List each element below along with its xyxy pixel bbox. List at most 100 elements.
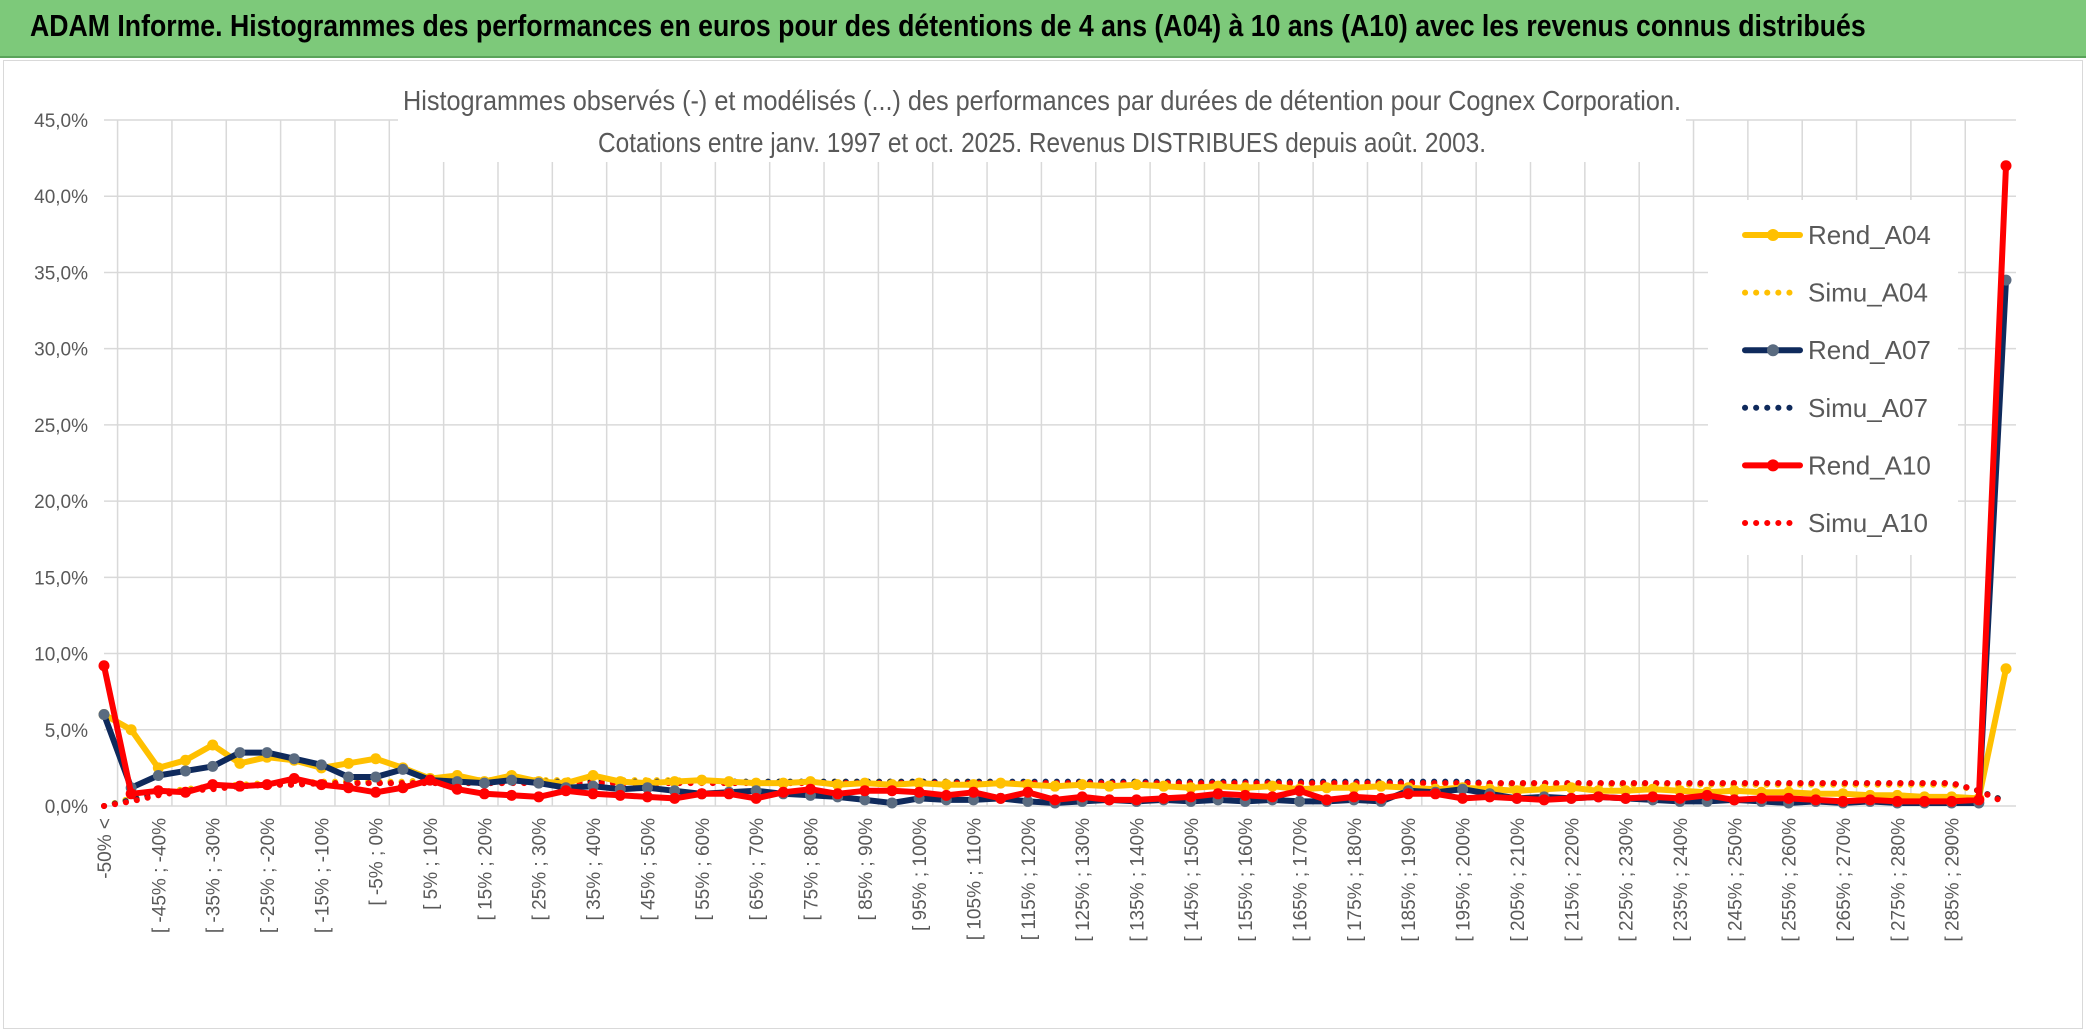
point-rend_a04: [1049, 780, 1061, 792]
point-rend_a10: [1511, 792, 1523, 804]
point-rend_a10: [1728, 794, 1740, 806]
page-title: ADAM Informe. Histogrammes des performan…: [30, 8, 1866, 43]
point-rend_a10: [859, 785, 871, 797]
point-rend_a04: [995, 777, 1007, 789]
point-rend_a07: [451, 776, 463, 788]
point-rend_a10: [804, 783, 816, 795]
point-rend_a04: [1321, 782, 1333, 794]
point-rend_a04: [1131, 779, 1143, 791]
point-rend_a10: [1131, 794, 1143, 806]
point-rend_a07: [859, 794, 871, 806]
point-rend_a07: [1022, 795, 1034, 807]
point-rend_a10: [506, 789, 518, 801]
point-rend_a04: [125, 724, 137, 736]
point-rend_a10: [832, 788, 844, 800]
x-tick-label: [ 155% ; 160%: [1236, 818, 1257, 942]
point-rend_a10: [152, 785, 164, 797]
point-rend_a07: [370, 771, 382, 783]
point-rend_a10: [1538, 794, 1550, 806]
x-tick-label: [ 45% ; 50%: [638, 818, 659, 921]
legend-label-simu_a07: Simu_A07: [1808, 393, 1928, 423]
point-rend_a10: [180, 786, 192, 798]
point-rend_a10: [1321, 794, 1333, 806]
point-rend_a04: [2000, 663, 2012, 675]
point-rend_a04: [1185, 782, 1197, 794]
point-rend_a10: [1810, 794, 1822, 806]
x-tick-label: [ 115% ; 120%: [1019, 818, 1040, 940]
point-rend_a04: [1212, 780, 1224, 792]
x-tick-label: [ -35% ; -30%: [204, 818, 225, 933]
point-rend_a10: [995, 792, 1007, 804]
point-rend_a04: [723, 776, 735, 788]
x-tick-label: [ 195% ; 200%: [1454, 818, 1475, 942]
point-rend_a07: [750, 785, 762, 797]
point-rend_a10: [125, 788, 137, 800]
x-tick-label: [ 265% ; 270%: [1834, 818, 1855, 942]
point-rend_a10: [1185, 791, 1197, 803]
point-rend_a10: [641, 791, 653, 803]
point-rend_a04: [1375, 780, 1387, 792]
point-rend_a10: [1402, 788, 1414, 800]
point-rend_a10: [397, 782, 409, 794]
point-rend_a04: [1022, 779, 1034, 791]
point-rend_a07: [1457, 783, 1469, 795]
legend-bg: [1708, 200, 1958, 555]
point-rend_a04: [1674, 785, 1686, 797]
point-rend_a07: [506, 774, 518, 786]
point-rend_a04: [614, 776, 626, 788]
point-rend_a10: [1755, 792, 1767, 804]
point-rend_a10: [343, 782, 355, 794]
point-rend_a10: [777, 786, 789, 798]
x-tick-label: [ 215% ; 220%: [1562, 818, 1583, 942]
x-tick-label: [ -25% ; -20%: [258, 818, 279, 933]
point-rend_a10: [1891, 795, 1903, 807]
chart-title-line1: Histogrammes observés (-) et modélisés (…: [403, 85, 1681, 116]
point-rend_a07: [587, 780, 599, 792]
point-rend_a04: [1158, 780, 1170, 792]
x-tick-label: [ 205% ; 210%: [1508, 818, 1529, 942]
point-rend_a10: [207, 779, 219, 791]
point-rend_a04: [967, 779, 979, 791]
y-tick-label: 5,0%: [45, 721, 88, 742]
point-rend_a10: [1674, 792, 1686, 804]
x-tick-label: [ 85% ; 90%: [856, 818, 877, 921]
x-tick-label: [ -15% ; -10%: [312, 818, 333, 933]
point-rend_a07: [315, 759, 327, 771]
point-rend_a04: [1266, 780, 1278, 792]
point-rend_a07: [886, 797, 898, 809]
point-rend_a10: [1783, 792, 1795, 804]
x-tick-label: [ 175% ; 180%: [1345, 818, 1366, 942]
point-rend_a10: [1592, 791, 1604, 803]
x-tick-label: [ 35% ; 40%: [584, 818, 605, 921]
point-rend_a07: [98, 709, 110, 721]
x-tick-label: [ 185% ; 190%: [1399, 818, 1420, 942]
legend-label-rend_a10: Rend_A10: [1808, 450, 1931, 480]
legend-marker-rend_a04: [1767, 229, 1779, 241]
point-rend_a10: [533, 791, 545, 803]
point-rend_a10: [587, 788, 599, 800]
y-tick-label: 15,0%: [34, 568, 88, 589]
point-rend_a07: [261, 747, 273, 759]
legend-label-simu_a10: Simu_A10: [1808, 508, 1928, 538]
point-rend_a07: [234, 747, 246, 759]
point-rend_a07: [641, 782, 653, 794]
point-rend_a04: [859, 777, 871, 789]
point-rend_a07: [180, 765, 192, 777]
point-rend_a10: [1484, 791, 1496, 803]
point-rend_a04: [1103, 780, 1115, 792]
point-rend_a10: [1212, 788, 1224, 800]
point-rend_a04: [940, 779, 952, 791]
chart-title-line2: Cotations entre janv. 1997 et oct. 2025.…: [598, 127, 1486, 158]
point-rend_a04: [370, 753, 382, 765]
x-tick-label: [ 285% ; 290%: [1943, 818, 1964, 942]
point-rend_a10: [1973, 794, 1985, 806]
point-rend_a10: [1429, 788, 1441, 800]
point-rend_a10: [1158, 792, 1170, 804]
point-rend_a10: [98, 660, 110, 672]
point-rend_a10: [1864, 794, 1876, 806]
point-rend_a07: [1294, 795, 1306, 807]
point-rend_a04: [777, 777, 789, 789]
x-tick-label: [ 235% ; 240%: [1671, 818, 1692, 942]
x-tick-label: [ -5% ; 0%: [367, 818, 388, 906]
